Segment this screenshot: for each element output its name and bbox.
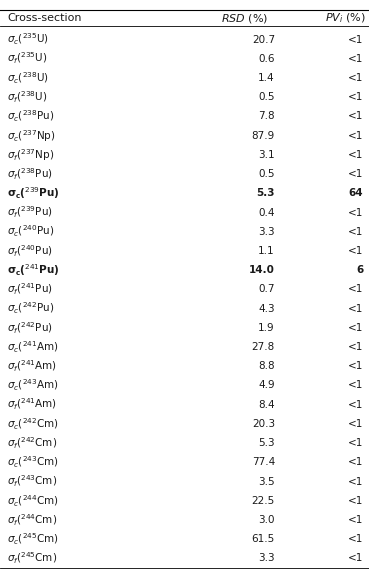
Text: <1: <1 [348, 131, 363, 141]
Text: <1: <1 [348, 400, 363, 410]
Text: 77.4: 77.4 [252, 457, 275, 467]
Text: $\sigma_c$($^{238}$U): $\sigma_c$($^{238}$U) [7, 70, 49, 86]
Text: 3.3: 3.3 [258, 554, 275, 564]
Text: $\sigma_f$($^{240}$Pu): $\sigma_f$($^{240}$Pu) [7, 243, 53, 259]
Text: <1: <1 [348, 53, 363, 64]
Text: 3.3: 3.3 [258, 227, 275, 237]
Text: $\sigma_c$($^{242}$Cm): $\sigma_c$($^{242}$Cm) [7, 416, 59, 432]
Text: $\sigma_c$($^{237}$Np): $\sigma_c$($^{237}$Np) [7, 128, 56, 144]
Text: <1: <1 [348, 361, 363, 371]
Text: $\sigma_c$($^{243}$Am): $\sigma_c$($^{243}$Am) [7, 378, 59, 393]
Text: $\sigma_c$($^{241}$Am): $\sigma_c$($^{241}$Am) [7, 339, 59, 355]
Text: $\sigma_f$($^{241}$Am): $\sigma_f$($^{241}$Am) [7, 359, 58, 374]
Text: 3.1: 3.1 [258, 150, 275, 160]
Text: $\sigma_f$($^{239}$Pu): $\sigma_f$($^{239}$Pu) [7, 205, 53, 220]
Text: 1.1: 1.1 [258, 246, 275, 256]
Text: <1: <1 [348, 438, 363, 448]
Text: <1: <1 [348, 246, 363, 256]
Text: 8.4: 8.4 [258, 400, 275, 410]
Text: 4.9: 4.9 [258, 381, 275, 390]
Text: 5.3: 5.3 [258, 438, 275, 448]
Text: <1: <1 [348, 381, 363, 390]
Text: <1: <1 [348, 496, 363, 506]
Text: <1: <1 [348, 554, 363, 564]
Text: <1: <1 [348, 515, 363, 525]
Text: 5.3: 5.3 [256, 188, 275, 198]
Text: 0.6: 0.6 [258, 53, 275, 64]
Text: <1: <1 [348, 150, 363, 160]
Text: <1: <1 [348, 169, 363, 179]
Text: $\sigma_c$($^{235}$U): $\sigma_c$($^{235}$U) [7, 32, 49, 47]
Text: 7.8: 7.8 [258, 112, 275, 121]
Text: 3.5: 3.5 [258, 477, 275, 486]
Text: 14.0: 14.0 [249, 265, 275, 275]
Text: <1: <1 [348, 208, 363, 217]
Text: <1: <1 [348, 92, 363, 102]
Text: $\sigma_f$($^{235}$U): $\sigma_f$($^{235}$U) [7, 51, 48, 67]
Text: 0.4: 0.4 [258, 208, 275, 217]
Text: 0.5: 0.5 [258, 169, 275, 179]
Text: $\sigma_f$($^{241}$Am): $\sigma_f$($^{241}$Am) [7, 397, 58, 412]
Text: $\sigma_f$($^{243}$Cm): $\sigma_f$($^{243}$Cm) [7, 474, 58, 489]
Text: $\mathit{RSD}$ (%): $\mathit{RSD}$ (%) [221, 12, 269, 25]
Text: 6: 6 [356, 265, 363, 275]
Text: <1: <1 [348, 534, 363, 545]
Text: 20.7: 20.7 [252, 34, 275, 44]
Text: $\sigma_c$($^{245}$Cm): $\sigma_c$($^{245}$Cm) [7, 531, 59, 547]
Text: $\mathbf{\sigma_c}$($^{241}$$\mathbf{Pu}$): $\mathbf{\sigma_c}$($^{241}$$\mathbf{Pu}… [7, 262, 60, 278]
Text: <1: <1 [348, 285, 363, 294]
Text: $\sigma_c$($^{242}$Pu): $\sigma_c$($^{242}$Pu) [7, 301, 55, 316]
Text: $\sigma_f$($^{238}$U): $\sigma_f$($^{238}$U) [7, 90, 48, 105]
Text: $\sigma_c$($^{244}$Cm): $\sigma_c$($^{244}$Cm) [7, 493, 59, 508]
Text: $\sigma_c$($^{243}$Cm): $\sigma_c$($^{243}$Cm) [7, 455, 59, 470]
Text: <1: <1 [348, 73, 363, 83]
Text: <1: <1 [348, 477, 363, 486]
Text: $\mathbf{\sigma_c}$($^{239}$$\mathbf{Pu}$): $\mathbf{\sigma_c}$($^{239}$$\mathbf{Pu}… [7, 185, 60, 201]
Text: $\sigma_f$($^{237}$Np): $\sigma_f$($^{237}$Np) [7, 147, 55, 163]
Text: 4.3: 4.3 [258, 304, 275, 313]
Text: <1: <1 [348, 419, 363, 429]
Text: 27.8: 27.8 [252, 342, 275, 352]
Text: <1: <1 [348, 227, 363, 237]
Text: 61.5: 61.5 [252, 534, 275, 545]
Text: $\sigma_f$($^{242}$Cm): $\sigma_f$($^{242}$Cm) [7, 435, 58, 451]
Text: <1: <1 [348, 457, 363, 467]
Text: $\sigma_c$($^{240}$Pu): $\sigma_c$($^{240}$Pu) [7, 224, 55, 239]
Text: 8.8: 8.8 [258, 361, 275, 371]
Text: $\sigma_f$($^{245}$Cm): $\sigma_f$($^{245}$Cm) [7, 551, 58, 566]
Text: Cross-section: Cross-section [7, 13, 82, 23]
Text: $\sigma_f$($^{241}$Pu): $\sigma_f$($^{241}$Pu) [7, 282, 53, 297]
Text: 87.9: 87.9 [252, 131, 275, 141]
Text: $\mathit{PV}_i$ (%): $\mathit{PV}_i$ (%) [325, 12, 365, 25]
Text: <1: <1 [348, 112, 363, 121]
Text: 1.4: 1.4 [258, 73, 275, 83]
Text: $\sigma_f$($^{242}$Pu): $\sigma_f$($^{242}$Pu) [7, 320, 53, 336]
Text: 64: 64 [349, 188, 363, 198]
Text: 0.5: 0.5 [258, 92, 275, 102]
Text: $\sigma_f$($^{238}$Pu): $\sigma_f$($^{238}$Pu) [7, 166, 53, 182]
Text: $\sigma_f$($^{244}$Cm): $\sigma_f$($^{244}$Cm) [7, 512, 58, 528]
Text: <1: <1 [348, 304, 363, 313]
Text: <1: <1 [348, 34, 363, 44]
Text: 0.7: 0.7 [258, 285, 275, 294]
Text: $\sigma_c$($^{238}$Pu): $\sigma_c$($^{238}$Pu) [7, 109, 55, 124]
Text: <1: <1 [348, 323, 363, 333]
Text: 3.0: 3.0 [258, 515, 275, 525]
Text: <1: <1 [348, 342, 363, 352]
Text: 22.5: 22.5 [252, 496, 275, 506]
Text: 1.9: 1.9 [258, 323, 275, 333]
Text: 20.3: 20.3 [252, 419, 275, 429]
